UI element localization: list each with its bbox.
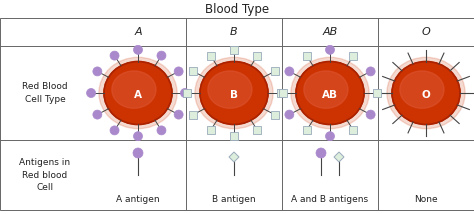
Text: A: A xyxy=(134,27,142,37)
Text: B: B xyxy=(230,90,238,100)
Circle shape xyxy=(285,110,294,119)
Text: B antigen: B antigen xyxy=(212,195,256,204)
Bar xyxy=(183,89,191,97)
Ellipse shape xyxy=(291,57,369,129)
Bar xyxy=(302,52,310,60)
Circle shape xyxy=(366,67,375,76)
Circle shape xyxy=(366,110,375,119)
Bar xyxy=(207,52,215,60)
Circle shape xyxy=(157,51,166,60)
Bar xyxy=(279,89,287,97)
Circle shape xyxy=(134,132,143,141)
Circle shape xyxy=(316,148,326,158)
Ellipse shape xyxy=(112,71,156,108)
Circle shape xyxy=(326,132,335,141)
Circle shape xyxy=(93,67,102,76)
Bar xyxy=(271,67,279,75)
Bar xyxy=(254,52,262,60)
Text: A antigen: A antigen xyxy=(116,195,160,204)
Circle shape xyxy=(181,89,190,98)
Bar xyxy=(230,46,238,54)
Text: Red Blood
Cell Type: Red Blood Cell Type xyxy=(22,82,68,104)
Bar xyxy=(254,126,262,134)
Circle shape xyxy=(157,126,166,135)
Ellipse shape xyxy=(200,62,268,125)
Bar xyxy=(207,126,215,134)
Bar xyxy=(190,111,197,119)
Text: None: None xyxy=(414,195,438,204)
Text: B: B xyxy=(230,27,238,37)
Ellipse shape xyxy=(104,62,172,125)
Text: O: O xyxy=(422,27,430,37)
Bar xyxy=(230,132,238,140)
Circle shape xyxy=(174,67,183,76)
Circle shape xyxy=(134,45,143,54)
Ellipse shape xyxy=(195,57,273,129)
Bar xyxy=(349,126,357,134)
Bar xyxy=(190,67,197,75)
Circle shape xyxy=(110,51,119,60)
Ellipse shape xyxy=(392,62,460,125)
Circle shape xyxy=(87,89,96,98)
Circle shape xyxy=(174,110,183,119)
Ellipse shape xyxy=(400,71,444,108)
Bar xyxy=(349,52,357,60)
Ellipse shape xyxy=(387,57,465,129)
Ellipse shape xyxy=(304,71,348,108)
Text: AB: AB xyxy=(322,27,337,37)
Bar xyxy=(373,89,381,97)
Polygon shape xyxy=(229,152,239,162)
Text: A: A xyxy=(134,90,142,100)
Circle shape xyxy=(110,126,119,135)
Polygon shape xyxy=(334,152,344,162)
Text: O: O xyxy=(422,90,430,100)
Circle shape xyxy=(326,45,335,54)
Circle shape xyxy=(93,110,102,119)
Bar xyxy=(302,126,310,134)
Circle shape xyxy=(133,148,143,158)
Bar xyxy=(271,111,279,119)
Bar xyxy=(0,18,474,210)
Text: Antigens in
Red blood
Cell: Antigens in Red blood Cell xyxy=(19,158,71,192)
Ellipse shape xyxy=(99,57,177,129)
Ellipse shape xyxy=(296,62,364,125)
Bar xyxy=(277,89,285,97)
Ellipse shape xyxy=(208,71,252,108)
Text: AB: AB xyxy=(322,90,338,100)
Circle shape xyxy=(285,67,294,76)
Text: Blood Type: Blood Type xyxy=(205,3,269,15)
Text: A and B antigens: A and B antigens xyxy=(292,195,369,204)
